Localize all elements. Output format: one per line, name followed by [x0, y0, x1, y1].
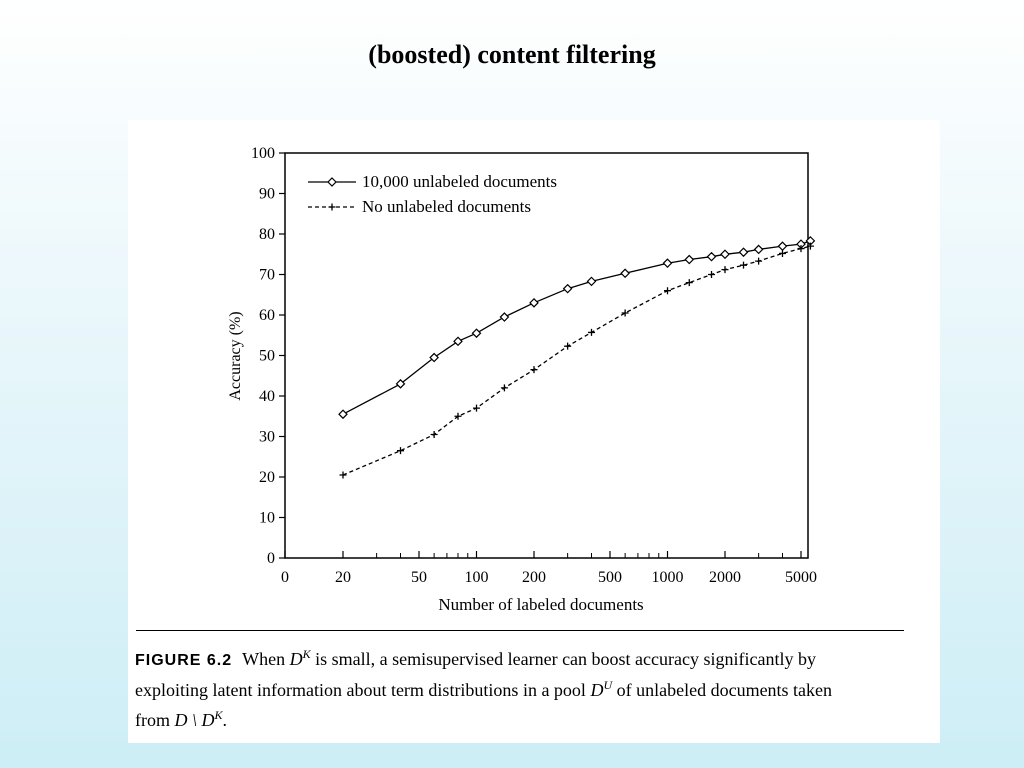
data-point-plus [740, 261, 748, 269]
legend-marker-plus [328, 203, 336, 211]
data-point-diamond [395, 379, 406, 389]
series-line [342, 245, 811, 476]
series-10000-unlabeled [338, 236, 816, 420]
caption-text: of unlabeled documents taken [612, 680, 833, 700]
data-point-diamond [499, 312, 510, 322]
data-point-diamond [529, 298, 539, 308]
data-point-plus [708, 271, 716, 278]
data-point-plus [339, 471, 347, 479]
caption-math-sup: U [603, 678, 613, 692]
x-tick-label: 200 [522, 569, 546, 586]
figure-caption: FIGURE 6.2 When DK is small, a semisuperv… [135, 642, 910, 733]
caption-math: D [590, 680, 604, 700]
data-point-diamond [471, 328, 482, 339]
y-tick-label: 10 [259, 510, 275, 527]
x-axis-label: Number of labeled documents [438, 595, 643, 614]
caption-math: D \ D [174, 710, 215, 730]
data-point-plus [473, 404, 481, 412]
caption-text: . [222, 710, 228, 730]
x-tick-label: 50 [411, 569, 427, 586]
data-point-plus [430, 430, 438, 438]
legend-label: 10,000 unlabeled documents [362, 172, 557, 191]
x-tick-label: 20 [335, 569, 351, 586]
data-point-diamond [429, 352, 439, 363]
caption-rule [136, 630, 904, 631]
series-no-unlabeled [339, 242, 814, 479]
data-point-plus [621, 309, 629, 317]
y-tick-label: 60 [259, 307, 275, 324]
data-point-diamond [720, 249, 730, 260]
data-point-diamond [753, 244, 764, 255]
x-tick-label: 0 [281, 569, 289, 586]
slide-title: (boosted) content filtering [368, 40, 656, 69]
caption-math-sup: K [302, 647, 311, 661]
data-point-plus [663, 287, 671, 295]
accuracy-chart: 0 10 20 30 40 50 60 70 80 90 100 0 20 50 100 200 500 100… [227, 145, 817, 614]
data-point-plus [587, 328, 595, 336]
data-point-diamond [662, 258, 673, 269]
data-point-diamond [338, 409, 348, 420]
data-point-diamond [453, 336, 463, 347]
y-tick-label: 80 [259, 226, 275, 243]
y-tick-label: 50 [259, 348, 275, 365]
data-point-plus [806, 242, 814, 250]
y-tick-label: 0 [267, 550, 275, 567]
y-tick-label: 20 [259, 469, 275, 486]
figure-panel: 0 10 20 30 40 50 60 70 80 90 100 0 20 50 100 200 500 100… [128, 120, 940, 743]
x-tick-label: 1000 [651, 569, 683, 586]
y-axis-label: Accuracy (%) [227, 311, 244, 400]
data-point-plus [564, 342, 572, 350]
data-point-plus [755, 257, 763, 265]
x-tick-label: 5000 [785, 569, 817, 586]
caption-math: D [289, 649, 303, 669]
caption-text: from [135, 710, 175, 730]
y-tick-label: 90 [259, 186, 275, 203]
legend-label: No unlabeled documents [362, 197, 531, 216]
data-point-diamond [706, 251, 717, 262]
data-point-diamond [777, 241, 788, 251]
data-point-plus [500, 384, 508, 392]
data-point-plus [721, 266, 729, 274]
y-tick-label: 40 [259, 388, 275, 405]
data-point-diamond [620, 268, 630, 279]
data-point-plus [396, 447, 404, 455]
data-point-plus [797, 245, 805, 253]
series-line [342, 240, 811, 415]
data-point-diamond [684, 254, 695, 265]
data-point-diamond [586, 276, 597, 287]
caption-text: is small, a semisupervised learner can b… [310, 649, 816, 669]
x-tick-label: 100 [465, 569, 489, 586]
data-point-diamond [562, 283, 573, 294]
figure-label: FIGURE 6.2 [135, 652, 233, 669]
y-tick-label: 100 [251, 145, 275, 162]
y-tick-label: 70 [259, 267, 275, 284]
legend-marker-diamond [327, 177, 337, 187]
data-point-plus [685, 279, 693, 287]
y-tick-label: 30 [259, 429, 275, 446]
caption-math-sup: K [214, 708, 223, 722]
data-point-diamond [738, 247, 749, 258]
data-point-plus [454, 412, 462, 420]
legend: 10,000 unlabeled documents No unlabeled d… [308, 172, 557, 216]
x-tick-label: 2000 [709, 569, 741, 586]
data-point-plus [778, 249, 786, 257]
caption-text: exploiting latent information about term… [135, 680, 591, 700]
data-point-plus [530, 366, 538, 374]
x-tick-label: 500 [598, 569, 622, 586]
caption-text: When [242, 649, 290, 669]
